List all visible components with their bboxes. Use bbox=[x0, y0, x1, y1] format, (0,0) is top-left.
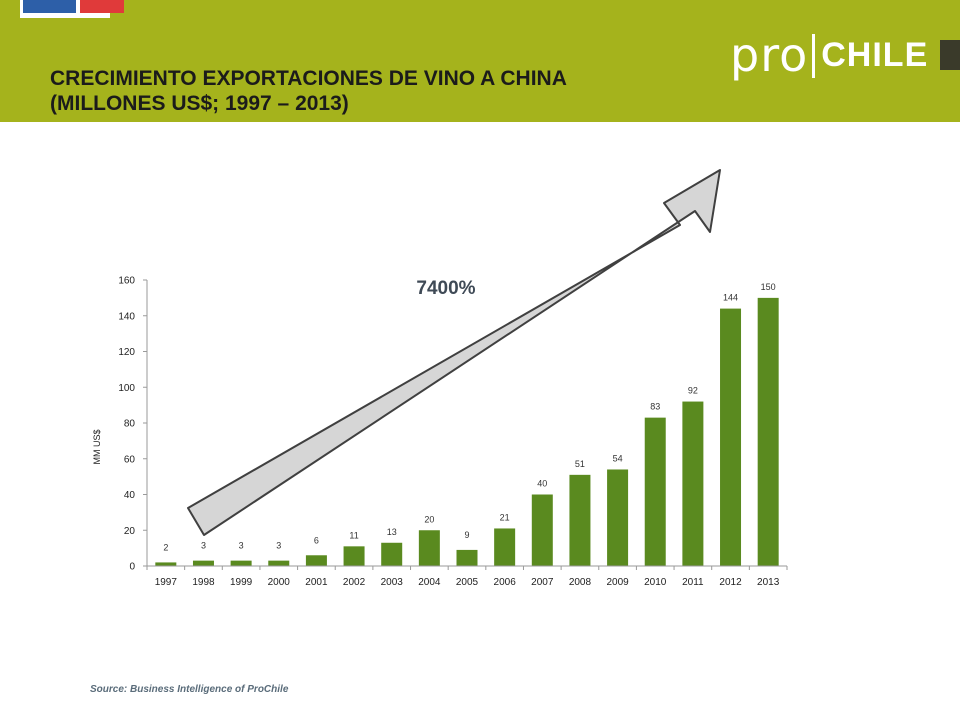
prochile-logo: pro CHILE bbox=[730, 28, 928, 82]
growth-annotation: 7400% bbox=[416, 278, 475, 299]
source-note: Source: Business Intelligence of ProChil… bbox=[90, 684, 289, 695]
data-label: 20 bbox=[424, 514, 434, 524]
brand-pro-text: pro bbox=[730, 28, 809, 82]
x-tick-label: 1997 bbox=[155, 577, 178, 588]
bar-2001 bbox=[305, 555, 327, 566]
bar-2005 bbox=[456, 549, 478, 566]
x-tick-label: 1999 bbox=[230, 577, 253, 588]
brand-separator bbox=[812, 34, 816, 78]
bar-2006 bbox=[494, 528, 516, 566]
flag-red-field bbox=[80, 0, 124, 13]
bar-2010 bbox=[644, 417, 666, 566]
data-label: 51 bbox=[575, 459, 585, 469]
data-label: 54 bbox=[613, 453, 623, 463]
x-tick-label: 2011 bbox=[682, 577, 704, 588]
x-tick-label: 2007 bbox=[531, 577, 554, 588]
bar-2009 bbox=[607, 469, 629, 566]
data-label: 11 bbox=[349, 530, 358, 540]
y-tick-label: 60 bbox=[124, 454, 136, 465]
y-tick-label: 100 bbox=[118, 383, 135, 394]
bars bbox=[155, 297, 779, 566]
data-label: 3 bbox=[201, 541, 206, 551]
bar-1999 bbox=[230, 560, 252, 566]
bar-2007 bbox=[531, 494, 553, 566]
x-tick-label: 2009 bbox=[606, 577, 629, 588]
x-tick-label: 2003 bbox=[381, 577, 404, 588]
brand-chile-text: CHILE bbox=[821, 36, 929, 74]
x-tick-label: 2013 bbox=[757, 577, 780, 588]
data-label: 9 bbox=[464, 530, 469, 540]
data-label: 144 bbox=[723, 293, 738, 303]
data-label: 2 bbox=[163, 542, 168, 552]
flag-blue-field bbox=[23, 0, 76, 13]
bar-2013 bbox=[757, 297, 779, 566]
bar-2012 bbox=[720, 308, 742, 566]
data-label: 3 bbox=[276, 541, 281, 551]
x-tick-label: 2001 bbox=[305, 577, 328, 588]
data-label: 150 bbox=[761, 282, 776, 292]
x-tick-label: 2005 bbox=[456, 577, 479, 588]
x-axis-ticks: 1997 1998 1999 2000 2001 2002 2003 2004 2005 2006… bbox=[146, 566, 788, 588]
header-band bbox=[0, 0, 960, 122]
brand-block bbox=[940, 40, 960, 70]
bar-2004 bbox=[418, 530, 440, 566]
data-label: 92 bbox=[688, 386, 698, 396]
y-axis-ticks: 0 20 40 60 80 100 120 140 160 bbox=[118, 276, 147, 573]
data-label: 21 bbox=[500, 512, 510, 522]
data-label: 83 bbox=[650, 402, 660, 412]
y-tick-label: 80 bbox=[124, 419, 136, 430]
bar-2002 bbox=[343, 546, 365, 566]
data-label: 40 bbox=[537, 479, 547, 489]
title-line-1: CRECIMIENTO EXPORTACIONES DE VINO A CHIN… bbox=[50, 67, 567, 90]
title-line-2: (MILLONES US$; 1997 – 2013) bbox=[50, 92, 349, 115]
bar-1998 bbox=[192, 560, 214, 566]
bar-2000 bbox=[268, 560, 290, 566]
data-label: 13 bbox=[387, 527, 397, 537]
data-label: 3 bbox=[239, 541, 244, 551]
x-tick-label: 2000 bbox=[268, 577, 291, 588]
x-tick-label: 2004 bbox=[418, 577, 441, 588]
y-tick-label: 140 bbox=[118, 311, 135, 322]
y-tick-label: 120 bbox=[118, 347, 135, 358]
x-tick-label: 2008 bbox=[569, 577, 592, 588]
x-tick-label: 2002 bbox=[343, 577, 366, 588]
y-tick-label: 20 bbox=[124, 526, 136, 537]
bar-2008 bbox=[569, 474, 591, 566]
x-tick-label: 1998 bbox=[192, 577, 215, 588]
bar-2011 bbox=[682, 401, 704, 566]
y-tick-label: 40 bbox=[124, 490, 136, 501]
x-tick-label: 2010 bbox=[644, 577, 667, 588]
data-label: 6 bbox=[314, 535, 319, 545]
chile-flag-logo bbox=[20, 0, 124, 18]
data-labels: 2 3 3 3 6 11 13 20 9 21 40 51 54 83 92 144 150 bbox=[163, 282, 775, 553]
x-tick-label: 2012 bbox=[719, 577, 742, 588]
y-tick-label: 160 bbox=[118, 276, 135, 287]
bar-1997 bbox=[155, 562, 177, 566]
slide-title: CRECIMIENTO EXPORTACIONES DE VINO A CHIN… bbox=[50, 66, 567, 116]
y-axis-label: MM US$ bbox=[92, 429, 102, 464]
bar-2003 bbox=[381, 542, 403, 566]
growth-arrow bbox=[187, 169, 721, 536]
y-tick-label: 0 bbox=[129, 562, 135, 573]
x-tick-label: 2006 bbox=[494, 577, 517, 588]
